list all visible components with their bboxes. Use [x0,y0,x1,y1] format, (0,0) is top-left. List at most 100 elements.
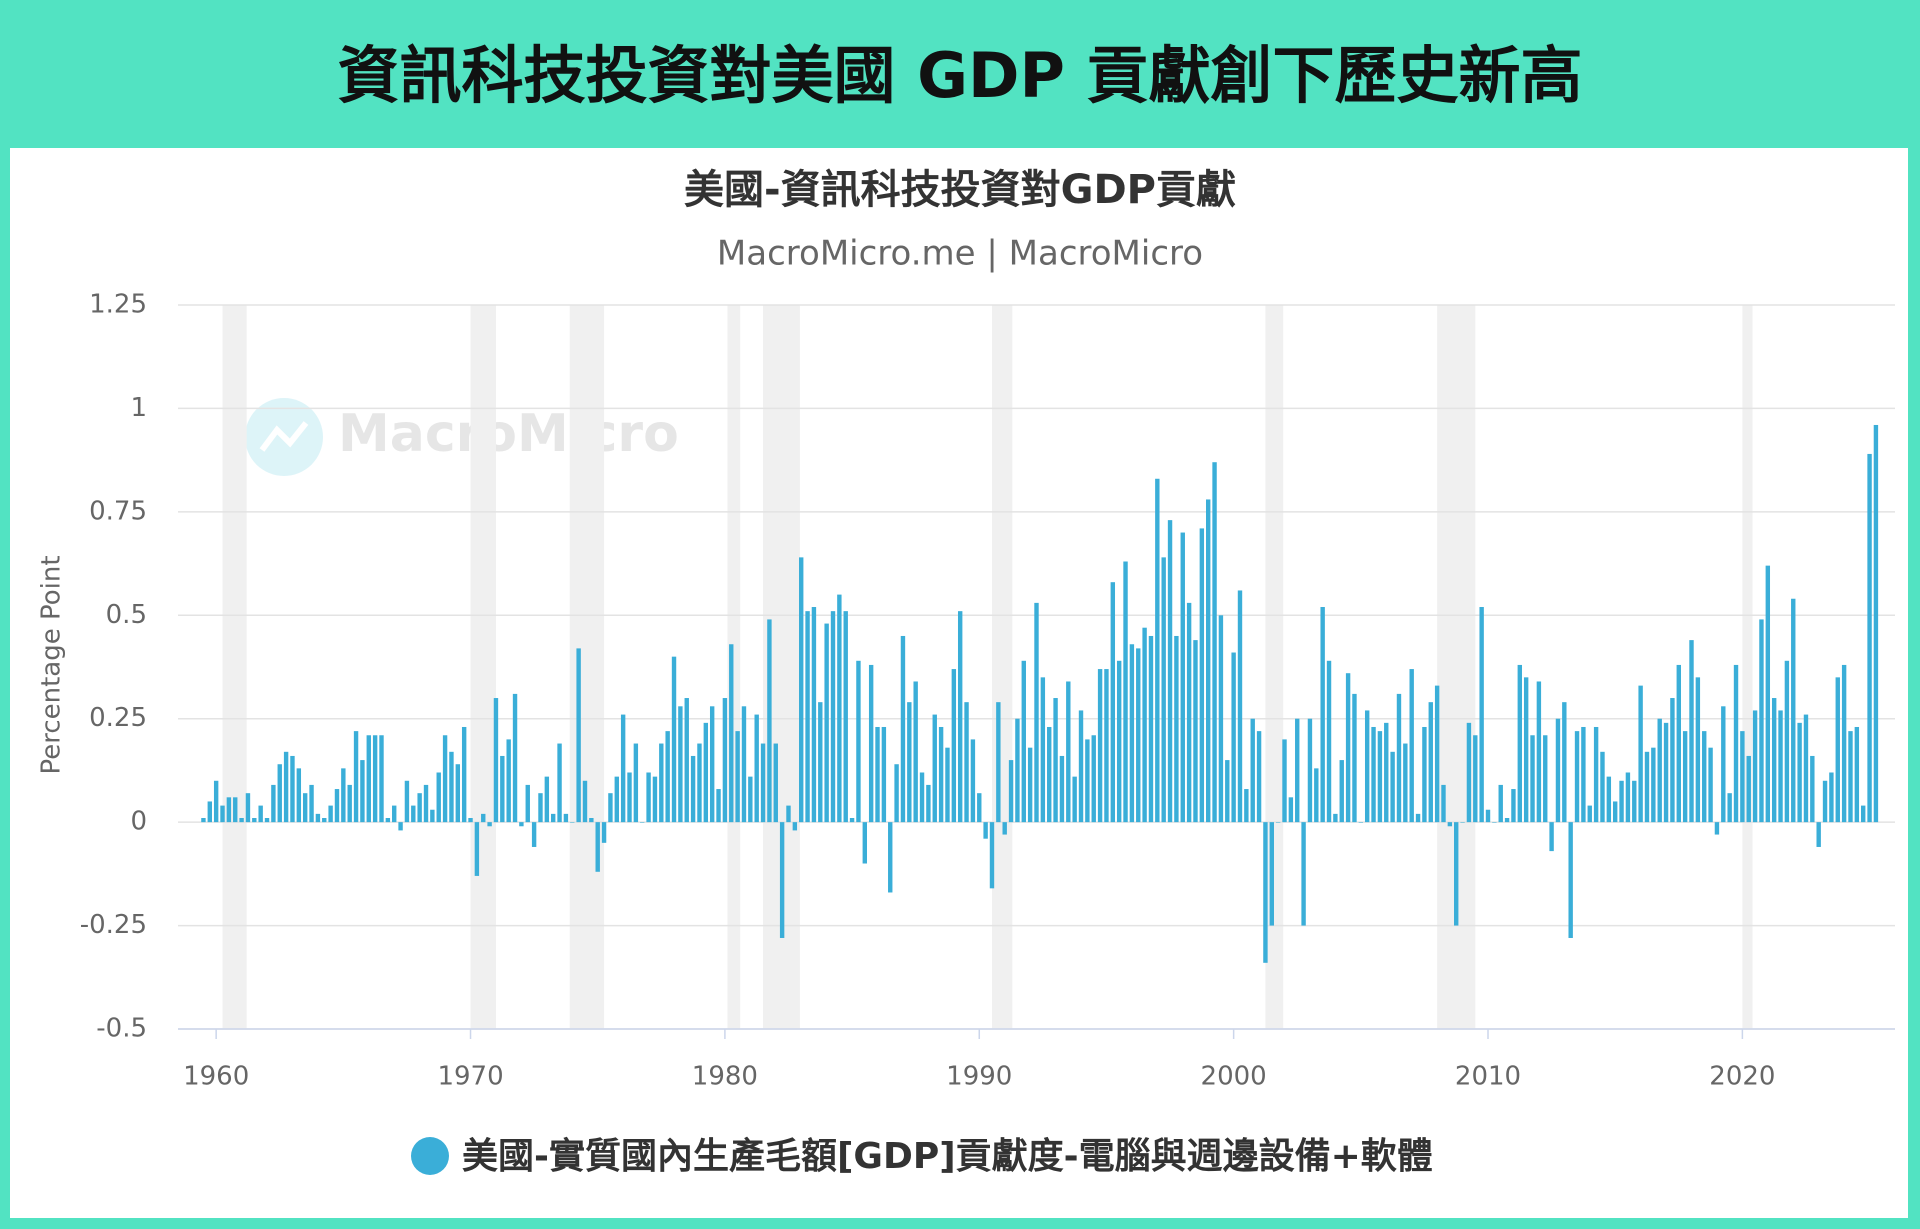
bar [1644,751,1650,823]
bar [430,809,435,823]
bar [563,813,569,823]
bar [1384,722,1389,823]
x-tick-label: 2010 [1455,1062,1521,1092]
bar [1803,714,1809,823]
bar [1702,731,1707,823]
bar [277,764,282,823]
bar [671,656,677,823]
header-title: 資訊科技投資對美國 GDP 貢獻創下歷史新高 [338,39,1583,112]
bar [360,760,365,823]
bar [1225,760,1230,823]
bar [1810,755,1815,823]
bar [1663,722,1669,823]
bar [907,702,912,823]
bar [366,735,371,823]
bar [1288,797,1294,823]
bar [1244,789,1249,823]
bar [468,818,473,823]
bar [1778,710,1783,823]
y-tick-label: 0 [130,807,147,837]
bar [989,822,995,889]
bar [1708,747,1713,823]
bar [226,797,232,823]
bar [894,764,899,823]
bar [741,706,747,823]
bar [1250,718,1255,823]
bar [868,664,874,823]
bar [525,784,530,823]
bar [1530,735,1535,823]
bar [1174,635,1179,823]
bar [1008,760,1014,823]
bar [709,706,715,823]
bar [1155,478,1160,823]
recession-band [1265,305,1284,1029]
bar [1142,627,1147,823]
bar [1422,726,1427,823]
bar [1555,718,1561,823]
bar [1352,693,1357,823]
bar [913,681,918,823]
bar [233,797,238,823]
bar [506,739,511,823]
bar [1186,602,1192,823]
x-tick-label: 2000 [1201,1062,1267,1092]
x-tick-label: 1960 [183,1062,249,1092]
bar [1511,789,1516,823]
bar [690,755,696,823]
bar [684,698,689,823]
bar [1206,499,1211,823]
bar [538,793,543,823]
x-tick-label: 1980 [692,1062,758,1092]
bar [1066,681,1071,823]
bar [1027,747,1033,823]
bar [786,805,791,823]
bar [500,755,505,823]
bar [1002,822,1007,835]
bar [461,726,467,823]
bar [799,557,804,823]
chart-title: 美國-資訊科技投資對GDP貢獻 [684,167,1236,213]
bar [1161,557,1166,823]
bar [1409,669,1414,823]
bar [1473,735,1478,823]
bar [379,735,384,823]
y-tick-label: 0.75 [89,496,147,526]
x-tick-label: 1990 [946,1062,1012,1092]
bar [678,706,683,823]
bar [1320,607,1325,823]
bar [1447,822,1453,827]
bar [481,813,486,823]
bar [1403,743,1408,823]
bar [245,793,251,823]
bar [1282,739,1287,823]
bar [659,743,664,823]
bar [1816,822,1821,847]
bar [1047,726,1052,823]
bar [830,611,836,823]
bar [207,801,212,823]
bar [1263,822,1268,963]
bar [608,793,613,823]
bar [1861,805,1866,823]
bar [614,776,619,823]
bar [824,623,829,823]
bar [1498,784,1503,823]
bar [1097,669,1103,823]
watermark: MacroMicro [245,398,679,476]
bar [1873,424,1879,823]
bar [875,726,880,823]
bar [1256,731,1262,823]
bar [512,693,518,823]
bar [1301,822,1306,926]
bar [1364,710,1370,823]
bar [493,698,499,823]
bar [792,822,798,831]
x-tick-label: 2020 [1709,1062,1775,1092]
recession-band [991,305,1013,1029]
bar [1492,822,1497,823]
bar [837,594,842,823]
bar [1791,598,1796,823]
bar [1085,739,1090,823]
bar [1396,693,1402,823]
